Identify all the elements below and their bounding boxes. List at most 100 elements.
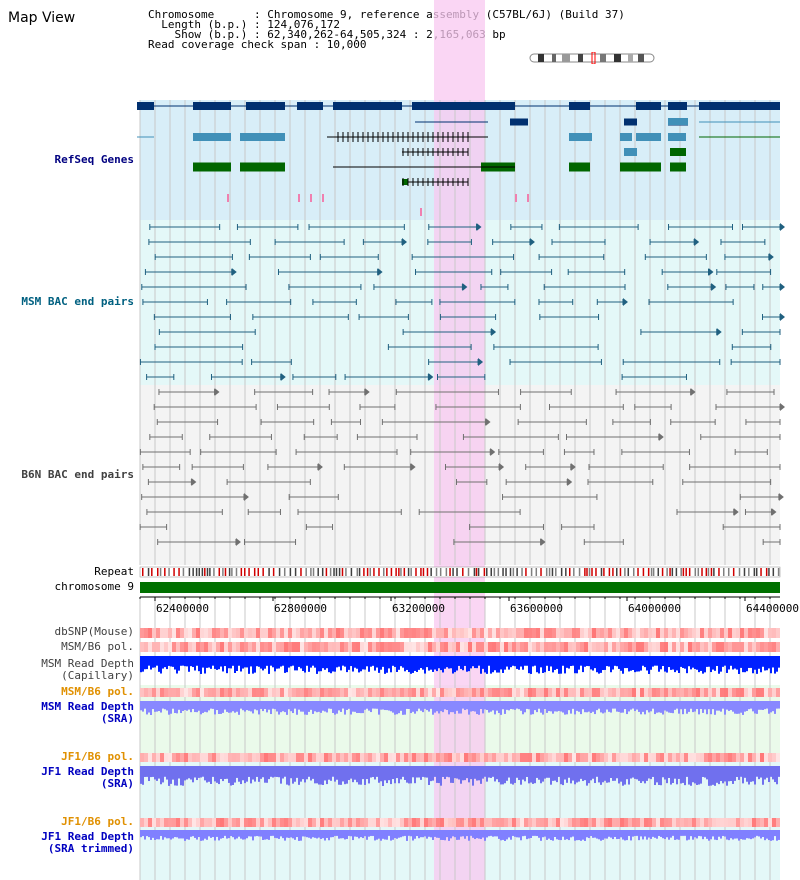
depth-bar xyxy=(330,656,332,674)
polymorphism-cell xyxy=(420,628,424,638)
depth-bar xyxy=(602,656,604,671)
polymorphism-cell xyxy=(428,688,432,697)
depth-bar xyxy=(376,830,378,840)
depth-bar xyxy=(624,656,626,669)
msm-bac-pair-arrow xyxy=(768,253,774,261)
depth-bar xyxy=(342,766,344,782)
depth-bar xyxy=(264,766,266,783)
polymorphism-cell xyxy=(612,628,616,638)
depth-bar xyxy=(424,656,426,674)
polymorphism-cell xyxy=(652,753,656,762)
polymorphism-cell xyxy=(400,688,404,697)
track-label-b6n-bac[interactable]: B6N BAC end pairs xyxy=(21,468,134,481)
depth-bar xyxy=(146,766,148,777)
track-label-jf1-b6-pol-2[interactable]: JF1/B6 pol. xyxy=(61,815,134,828)
depth-bar xyxy=(238,766,240,782)
depth-bar xyxy=(626,701,628,715)
depth-bar xyxy=(622,766,624,786)
depth-bar xyxy=(696,830,698,839)
depth-bar xyxy=(544,701,546,710)
polymorphism-cell xyxy=(408,628,412,638)
depth-bar xyxy=(542,701,544,715)
track-label-msm-b6-pol-1[interactable]: MSM/B6 pol. xyxy=(61,640,134,653)
depth-bar xyxy=(492,830,494,837)
polymorphism-cell xyxy=(500,642,504,652)
depth-bar xyxy=(276,701,278,712)
track-label-msm-read-depth-sra[interactable]: MSM Read Depth (SRA) xyxy=(2,701,134,725)
depth-bar xyxy=(386,656,388,673)
polymorphism-cell xyxy=(728,818,732,827)
track-label-dbsnp[interactable]: dbSNP(Mouse) xyxy=(54,625,134,638)
depth-bar xyxy=(328,656,330,673)
track-label-jf1-read-depth-sra[interactable]: JF1 Read Depth (SRA) xyxy=(2,766,134,790)
depth-bar xyxy=(196,766,198,781)
depth-bar xyxy=(484,656,486,673)
track-label-msm-b6-pol-2[interactable]: MSM/B6 pol. xyxy=(61,685,134,698)
b6n-bac-pair-arrow xyxy=(235,538,241,546)
repeat-mark xyxy=(600,568,603,576)
depth-bar xyxy=(556,766,558,783)
depth-bar xyxy=(190,830,192,837)
polymorphism-cell xyxy=(772,818,776,827)
polymorphism-cell xyxy=(728,688,732,697)
depth-bar xyxy=(352,656,354,672)
polymorphism-cell xyxy=(544,753,548,762)
polymorphism-cell xyxy=(424,688,428,697)
polymorphism-cell xyxy=(156,818,160,827)
polymorphism-cell xyxy=(180,753,184,762)
polymorphism-cell xyxy=(372,628,376,638)
depth-bar xyxy=(600,830,602,841)
depth-bar xyxy=(248,766,250,777)
depth-bar xyxy=(222,701,224,713)
depth-bar xyxy=(642,656,644,666)
polymorphism-cell xyxy=(600,628,604,638)
polymorphism-cell xyxy=(472,818,476,827)
depth-bar xyxy=(720,656,722,672)
depth-bar xyxy=(692,656,694,668)
polymorphism-cell xyxy=(244,753,248,762)
depth-bar xyxy=(520,656,522,667)
tick-label-2: 62800000 xyxy=(274,602,327,615)
depth-bar xyxy=(278,766,280,778)
track-label-msm-read-depth-capillary[interactable]: MSM Read Depth (Capillary) xyxy=(2,658,134,682)
polymorphism-cell xyxy=(556,688,560,697)
depth-bar xyxy=(620,701,622,713)
polymorphism-cell xyxy=(312,688,316,697)
track-label-jf1-b6-pol-1[interactable]: JF1/B6 pol. xyxy=(61,750,134,763)
depth-bar xyxy=(402,701,404,715)
depth-bar xyxy=(722,766,724,784)
polymorphism-cell xyxy=(236,818,240,827)
polymorphism-cell xyxy=(320,818,324,827)
track-label-jf1-read-depth-trimmed[interactable]: JF1 Read Depth (SRA trimmed) xyxy=(2,831,134,855)
polymorphism-cell xyxy=(348,628,352,638)
depth-bar xyxy=(402,656,404,668)
polymorphism-cell xyxy=(520,628,524,638)
depth-bar xyxy=(482,766,484,779)
depth-bar xyxy=(704,830,706,837)
depth-bar xyxy=(578,701,580,712)
polymorphism-cell xyxy=(576,753,580,762)
depth-bar xyxy=(530,766,532,783)
polymorphism-cell xyxy=(776,818,780,827)
depth-bar xyxy=(722,656,724,667)
depth-bar xyxy=(440,830,442,840)
polymorphism-cell xyxy=(492,688,496,697)
chromosome-bar xyxy=(140,582,780,593)
depth-bar xyxy=(740,656,742,668)
repeat-mark xyxy=(743,568,746,576)
depth-bar xyxy=(452,766,454,783)
polymorphism-cell xyxy=(568,818,572,827)
track-label-msm-bac[interactable]: MSM BAC end pairs xyxy=(21,295,134,308)
depth-bar xyxy=(666,830,668,838)
depth-bar xyxy=(574,656,576,674)
chromosome-ideogram[interactable] xyxy=(528,52,658,64)
track-label-refseq[interactable]: RefSeq Genes xyxy=(54,153,134,166)
depth-bar xyxy=(778,701,780,709)
repeat-mark xyxy=(378,568,380,576)
depth-bar xyxy=(250,830,252,837)
depth-bar xyxy=(142,830,144,837)
repeat-mark xyxy=(765,568,768,576)
depth-bar xyxy=(586,766,588,786)
polymorphism-cell xyxy=(340,818,344,827)
